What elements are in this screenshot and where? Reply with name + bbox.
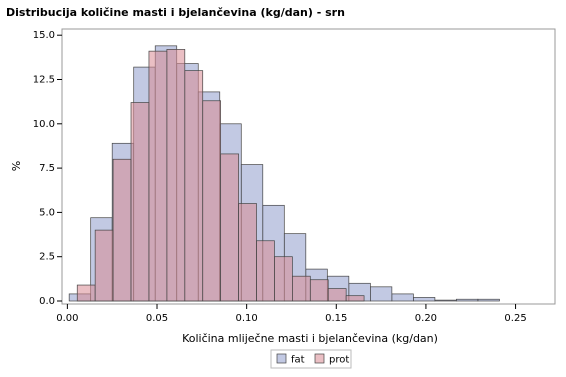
x-tick-label: 0.15 xyxy=(325,313,347,324)
bar xyxy=(477,298,500,302)
y-tick-label: 12.5 xyxy=(33,75,55,86)
y-tick-label: 2.5 xyxy=(39,252,55,263)
bar xyxy=(130,102,150,302)
x-tick-label: 0.00 xyxy=(56,313,78,324)
bar xyxy=(76,284,96,302)
legend-label: fat xyxy=(291,355,305,366)
legend-swatch xyxy=(276,353,287,364)
x-axis-label: Količina mliječne masti i bjelančevina (… xyxy=(182,332,438,345)
x-tick-label: 0.10 xyxy=(236,313,258,324)
bar xyxy=(456,298,479,302)
legend-swatch xyxy=(314,353,325,364)
bar xyxy=(327,288,347,302)
bar xyxy=(391,293,414,302)
chart-title: Distribucija količine masti i bjelančevi… xyxy=(6,6,345,19)
bar xyxy=(369,286,393,302)
bar xyxy=(184,70,204,302)
legend-frame xyxy=(270,349,352,369)
bar xyxy=(256,240,275,302)
bar xyxy=(166,49,186,302)
x-tick-label: 0.05 xyxy=(146,313,168,324)
bar xyxy=(413,297,436,302)
bar xyxy=(112,158,132,302)
y-tick-label: 15.0 xyxy=(33,30,55,41)
y-tick-label: 5.0 xyxy=(39,207,55,218)
bar xyxy=(202,100,222,302)
bar xyxy=(292,275,311,302)
bar xyxy=(274,256,293,302)
bar xyxy=(434,299,457,302)
bar xyxy=(220,153,239,302)
x-tick-label: 0.20 xyxy=(415,313,437,324)
y-tick-label: 7.5 xyxy=(39,163,55,174)
y-tick-label: 10.0 xyxy=(33,119,55,130)
y-axis-label: % xyxy=(10,161,23,171)
bar xyxy=(309,279,329,302)
bar xyxy=(148,50,168,302)
legend-label: prot xyxy=(329,355,349,366)
bar xyxy=(94,229,114,302)
bar xyxy=(238,203,257,302)
y-tick-label: 0.0 xyxy=(39,296,55,307)
bar xyxy=(345,295,365,302)
x-tick-label: 0.25 xyxy=(504,313,526,324)
